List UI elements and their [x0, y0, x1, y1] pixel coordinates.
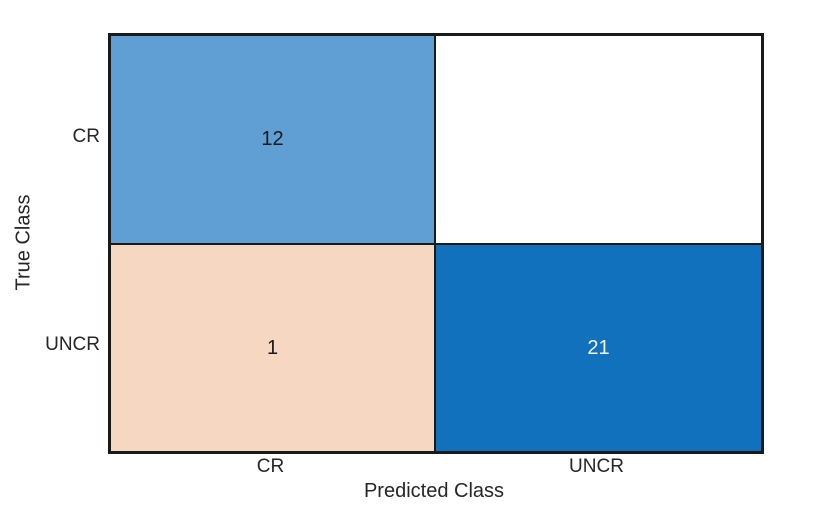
y-tick-label-cr: CR — [72, 126, 100, 147]
y-tick-label-uncr: UNCR — [45, 334, 100, 355]
matrix-cell-true-uncr-pred-cr: 1 — [110, 244, 435, 452]
matrix-cell-true-cr-pred-cr: 12 — [110, 35, 435, 244]
y-axis-label: True Class — [12, 194, 35, 291]
matrix-cell-true-uncr-pred-uncr: 21 — [435, 244, 762, 452]
x-tick-label-uncr: UNCR — [569, 456, 624, 477]
x-tick-label-cr: CR — [256, 456, 285, 477]
matrix-cell-true-cr-pred-uncr — [435, 35, 762, 244]
confusion-matrix-grid: 12 1 21 — [108, 33, 764, 454]
x-axis-label: Predicted Class — [363, 480, 505, 502]
